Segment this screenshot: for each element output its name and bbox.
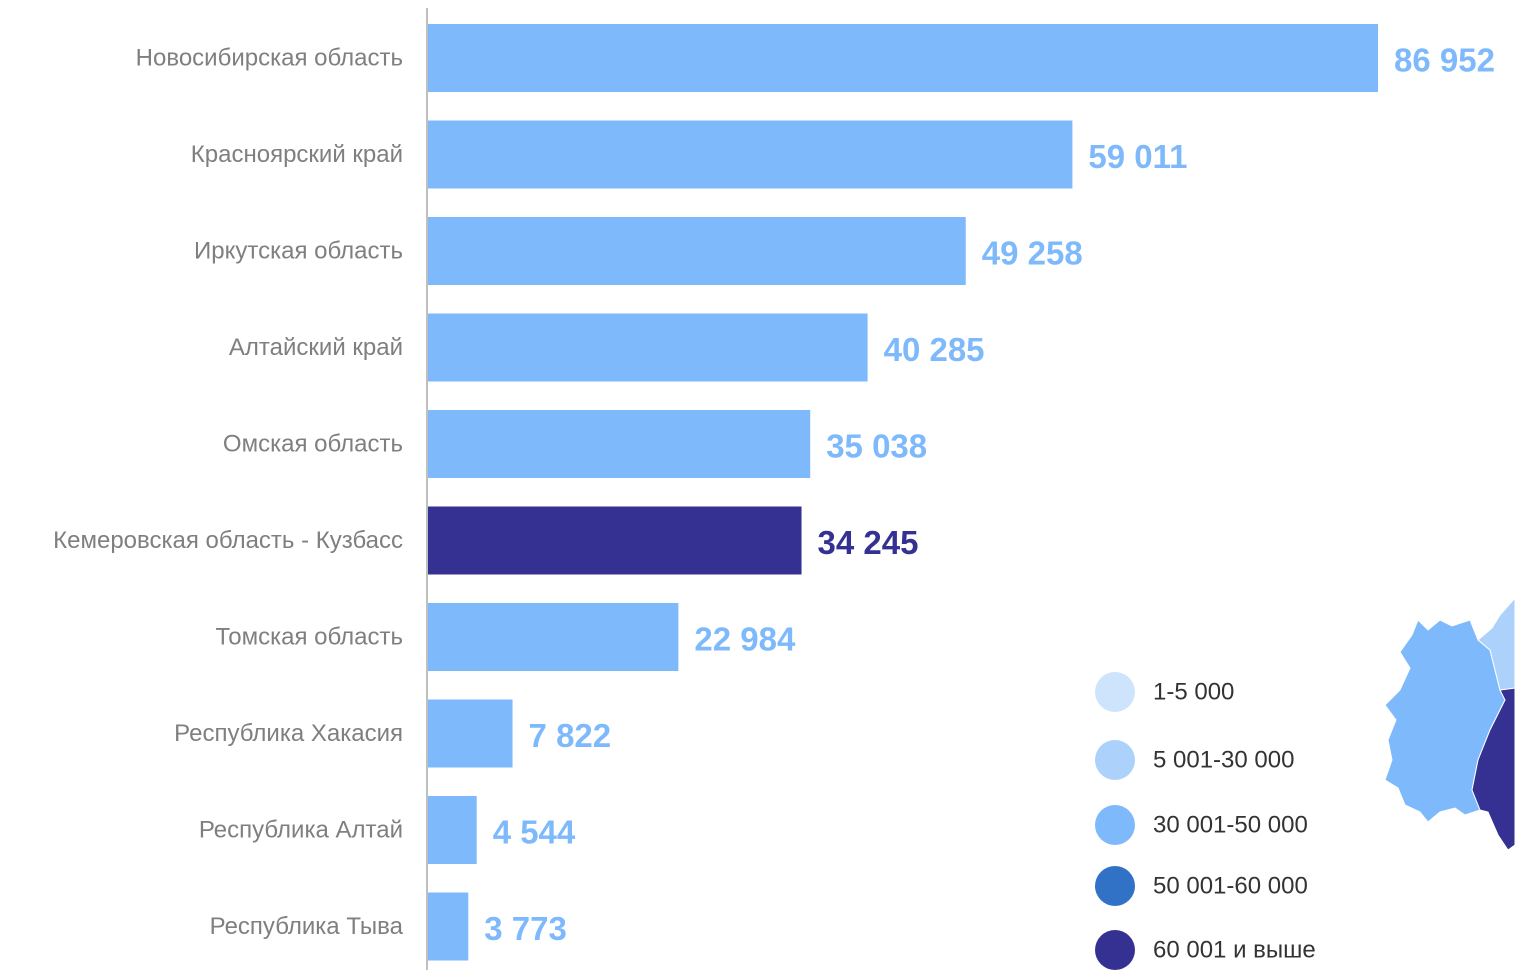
legend-label: 50 001-60 000 [1153,873,1308,900]
legend-swatch [1095,930,1135,970]
value-label: 40 285 [884,331,985,368]
map-region-tomsk [1477,597,1515,691]
bar [427,120,1073,189]
category-label: Иркутская область [194,238,403,265]
bar [427,699,513,768]
legend-label: 1-5 000 [1153,679,1234,706]
legend-swatch [1095,740,1135,780]
bar [427,217,966,285]
value-label: 59 011 [1088,138,1187,175]
legend-label: 30 001-50 000 [1153,812,1308,839]
legend-label: 60 001 и выше [1153,937,1316,964]
value-label: 22 984 [694,621,796,658]
bar [427,24,1378,92]
value-label: 34 245 [818,524,919,561]
category-label: Омская область [223,431,403,458]
legend: 1-5 000 5 001-30 000 30 001-50 000 50 001-6… [1095,672,1316,970]
legend-label: 5 001-30 000 [1153,747,1294,774]
bar [427,796,477,864]
bar [427,313,868,382]
category-label: Красноярский край [191,141,403,168]
bar [427,506,802,575]
map-fragment [1384,597,1515,851]
legend-swatch [1095,805,1135,845]
labels-layer: Новосибирская область 86 952 Красноярский … [53,42,1495,948]
bar [427,410,811,478]
category-label: Республика Алтай [199,817,403,844]
category-label: Алтайский край [229,334,403,361]
bar [427,892,469,961]
category-label: Новосибирская область [136,45,403,72]
category-label: Кемеровская область - Кузбасс [53,527,403,554]
bars-layer [427,24,1378,961]
legend-swatch [1095,866,1135,906]
map-region-kemerovo [1471,687,1515,851]
category-label: Республика Хакасия [174,720,403,747]
bar [427,603,679,671]
value-label: 4 544 [493,814,576,851]
value-label: 86 952 [1394,42,1495,79]
value-label: 7 822 [529,717,612,754]
category-label: Томская область [215,624,403,651]
value-label: 3 773 [484,910,567,947]
category-label: Республика Тыва [210,913,404,940]
legend-swatch [1095,672,1135,712]
value-label: 35 038 [826,428,927,465]
value-label: 49 258 [982,235,1083,272]
